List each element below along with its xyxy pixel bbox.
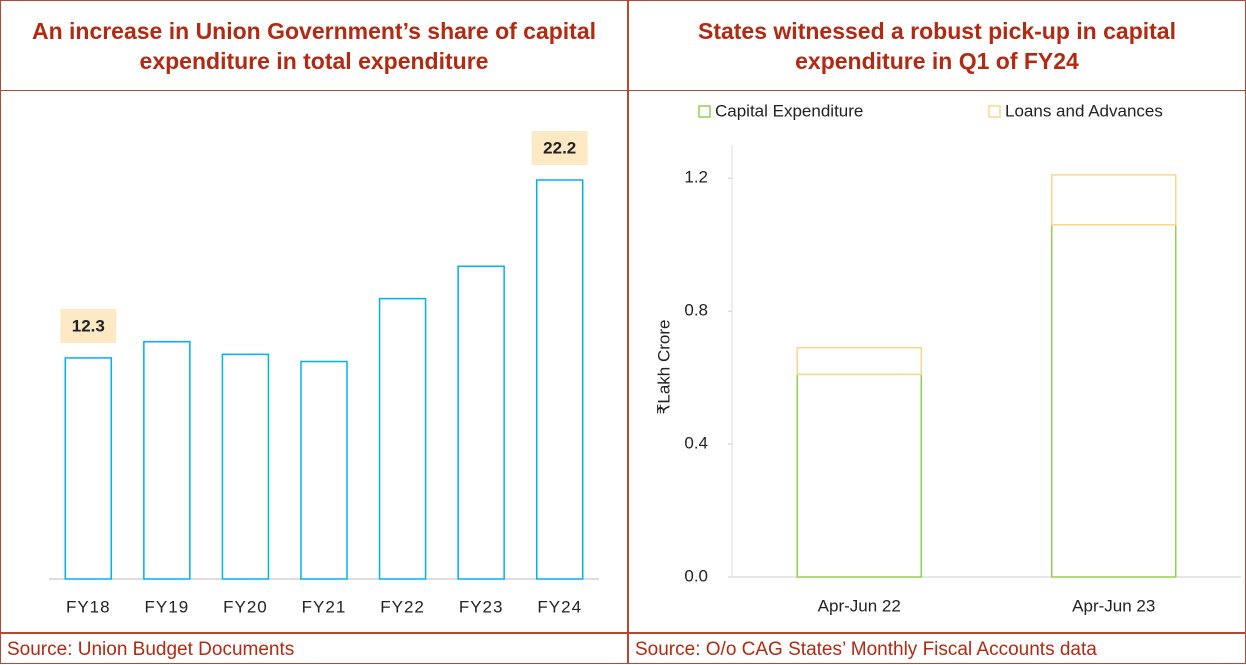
y-tick-label: 1.2 — [684, 168, 708, 187]
data-label: 22.2 — [543, 138, 576, 157]
source-note: Source: O/o CAG States’ Monthly Fiscal A… — [629, 632, 1245, 665]
left-panel: An increase in Union Government’s share … — [1, 1, 629, 663]
bar-segment — [1051, 224, 1177, 578]
y-tick-label: 0.0 — [684, 566, 708, 585]
x-tick-label: Apr-Jun 22 — [818, 596, 901, 615]
x-tick-label: Apr-Jun 23 — [1072, 596, 1155, 615]
legend-label: Capital Expenditure — [715, 101, 863, 120]
y-tick-label: 0.8 — [684, 301, 708, 320]
bar-segment — [796, 346, 922, 376]
source-note: Source: Union Budget Documents — [1, 632, 627, 665]
bar — [457, 265, 505, 580]
chart: FY18 12.3 FY19 FY20 FY21 FY22 FY23 FY24 22.2 — [49, 131, 599, 616]
bar-segment — [796, 373, 922, 578]
legend-label: Loans and Advances — [1005, 101, 1163, 120]
chart: 0.0 0.4 0.8 1.2 ₹Lakh Crore Apr-Jun 22 Apr-Jun… — [654, 101, 1241, 615]
x-tick-label: FY20 — [223, 597, 268, 616]
legend-swatch — [988, 105, 1001, 118]
data-label-bg — [531, 131, 588, 165]
bar — [143, 341, 191, 580]
bar — [300, 360, 348, 580]
bar-segment — [1051, 174, 1177, 226]
data-label-bg — [60, 308, 117, 343]
bar — [535, 179, 584, 580]
x-tick-label: FY18 — [66, 597, 111, 616]
x-tick-label: FY23 — [459, 597, 504, 616]
bar — [64, 357, 113, 580]
x-tick-label: FY19 — [145, 597, 190, 616]
x-tick-label: FY22 — [380, 597, 425, 616]
x-tick-label: FY24 — [537, 597, 582, 616]
legend-swatch — [698, 105, 711, 118]
chart-title: An increase in Union Government’s share … — [1, 1, 627, 91]
chart-title: States witnessed a robust pick-up in cap… — [629, 1, 1245, 91]
x-tick-label: FY21 — [302, 597, 347, 616]
y-tick-label: 0.4 — [684, 434, 708, 453]
right-panel: States witnessed a robust pick-up in cap… — [629, 1, 1245, 663]
y-axis-title: ₹Lakh Crore — [654, 320, 673, 415]
data-label: 12.3 — [72, 316, 105, 335]
bar — [378, 297, 427, 580]
bar — [221, 353, 270, 580]
